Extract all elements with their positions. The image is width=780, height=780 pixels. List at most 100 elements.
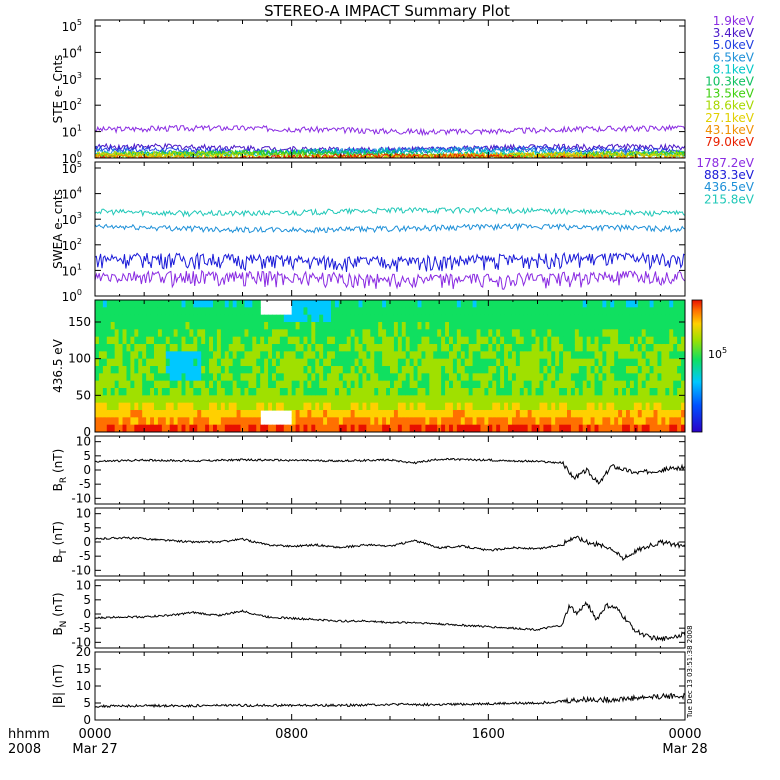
heatmap-cell [295,388,301,396]
heatmap-cell [279,358,285,367]
heatmap-cell [429,366,434,374]
heatmap-cell [539,380,544,389]
heatmap-cell [382,336,387,345]
heatmap-cell [338,351,344,360]
heatmap-cell [150,336,155,345]
heatmap-cell [224,351,230,360]
heatmap-cell [331,410,336,418]
heatmap-cell [602,358,607,367]
heatmap-cell [272,402,277,411]
heatmap-cell [511,307,517,316]
heatmap-cell [185,366,190,374]
heatmap-cell [295,351,301,360]
heatmap-cell [629,424,635,432]
heatmap-cell [460,373,466,382]
heatmap-cell [649,358,655,367]
heatmap-cell [464,417,470,426]
heatmap-cell [189,410,194,418]
heatmap-cell [567,351,572,360]
heatmap-cell [130,402,135,411]
heatmap-cell [138,366,143,374]
heatmap-cell [236,417,242,426]
heatmap-cell [150,373,155,382]
heatmap-cell [460,300,466,308]
heatmap-cell [205,417,210,426]
heatmap-cell [645,329,651,338]
heatmap-cell [508,410,513,418]
heatmap-cell [500,314,505,323]
heatmap-cell [472,417,478,426]
heatmap-cell [248,336,253,345]
heatmap-cell [220,307,226,316]
heatmap-cell [578,329,584,338]
time-tick-label: 0800 [275,727,308,742]
heatmap-cell [295,314,301,323]
heatmap-cell [476,373,482,382]
heatmap-cell [378,358,383,367]
heatmap-cell [299,410,305,418]
heatmap-cell [590,402,596,411]
heatmap-cell [527,380,533,389]
heatmap-cell [677,395,682,404]
heatmap-cell [102,402,108,411]
heatmap-cell [496,417,501,426]
heatmap-cell [618,388,623,396]
heatmap-cell [555,395,560,404]
heatmap-cell [236,373,242,382]
heatmap-cell [393,314,399,323]
heatmap-cell [177,344,183,352]
heatmap-cell [268,322,273,330]
heatmap-cell [122,307,128,316]
heatmap-cell [539,336,544,345]
heatmap-cell [629,358,635,367]
heatmap-cell [287,322,293,330]
heatmap-cell [193,410,198,418]
heatmap-cell [437,373,442,382]
heatmap-cell [452,307,458,316]
heatmap-cell [476,351,482,360]
heatmap-cell [177,322,183,330]
heatmap-cell [500,351,505,360]
legend-entry: 436.5eV [704,180,755,194]
heatmap-cell [150,395,155,404]
heatmap-cell [594,366,600,374]
heatmap-cell [232,336,238,345]
heatmap-cell [661,307,666,316]
y-tick-exp: 2 [77,237,82,246]
heatmap-cell [169,322,175,330]
heatmap-cell [508,380,513,389]
heatmap-cell [161,344,167,352]
heatmap-cell [523,351,529,360]
heatmap-cell [614,424,619,432]
heatmap-cell [456,314,462,323]
heatmap-cell [130,329,135,338]
heatmap-cell [633,314,639,323]
heatmap-cell [295,322,301,330]
heatmap-cell [220,300,226,308]
heatmap-cell [669,395,674,404]
heatmap-cell [551,351,556,360]
time-tick-label: 0000 [78,727,111,742]
heatmap-cell [665,402,670,411]
y-tick-exp: 4 [77,186,82,195]
heatmap-cell [496,410,501,418]
heatmap-cell [275,322,281,330]
heatmap-cell [464,344,470,352]
heatmap-cell [677,373,682,382]
heatmap-cell [189,307,194,316]
heatmap-cell [496,344,501,352]
heatmap-cell [614,373,619,382]
heatmap-cell [138,336,143,345]
heatmap-cell [161,336,167,345]
heatmap-cell [110,358,116,367]
heatmap-cell [484,314,489,323]
heatmap-cell [496,300,501,308]
heatmap-cell [488,336,493,345]
legend-entry: 1.9keV [713,14,755,28]
heatmap-cell [181,388,187,396]
heatmap-cell [248,344,253,352]
heatmap-cell [279,373,285,382]
heatmap-cell [598,314,603,323]
heatmap-cell [441,395,446,404]
heatmap-cell [370,322,375,330]
